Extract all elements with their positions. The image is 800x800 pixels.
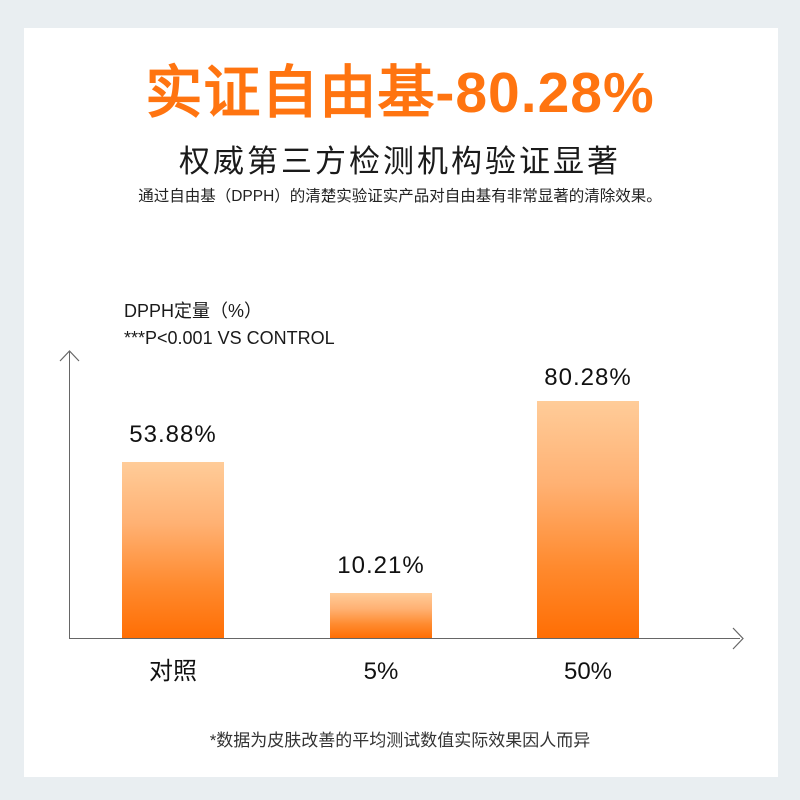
y-axis-arrow-icon xyxy=(59,350,80,362)
category-label: 对照 xyxy=(149,658,197,685)
y-axis-label: DPPH定量（%） xyxy=(124,301,263,321)
footnote: *数据为皮肤改善的平均测试数值实际效果因人而异 xyxy=(209,731,591,750)
x-axis-arrow-icon xyxy=(732,627,744,650)
page-subtitle: 权威第三方检测机构验证显著 xyxy=(179,144,621,179)
bar-5-percent xyxy=(330,593,432,638)
category-label: 50% xyxy=(563,658,613,685)
bar-50-percent xyxy=(537,401,639,638)
category-label: 5% xyxy=(363,658,399,685)
significance-note: ***P<0.001 VS CONTROL xyxy=(124,328,335,348)
bar-value-label: 80.28% xyxy=(544,364,632,391)
bar-value-label: 10.21% xyxy=(337,552,425,579)
y-axis xyxy=(69,352,70,638)
x-axis xyxy=(69,638,740,639)
page-title: 实证自由基-80.28% xyxy=(145,61,655,125)
content-panel xyxy=(24,28,778,777)
bar-value-label: 53.88% xyxy=(129,421,217,448)
bar-control xyxy=(122,462,224,638)
page-description: 通过自由基（DPPH）的清楚实验证实产品对自由基有非常显著的清除效果。 xyxy=(138,188,662,205)
